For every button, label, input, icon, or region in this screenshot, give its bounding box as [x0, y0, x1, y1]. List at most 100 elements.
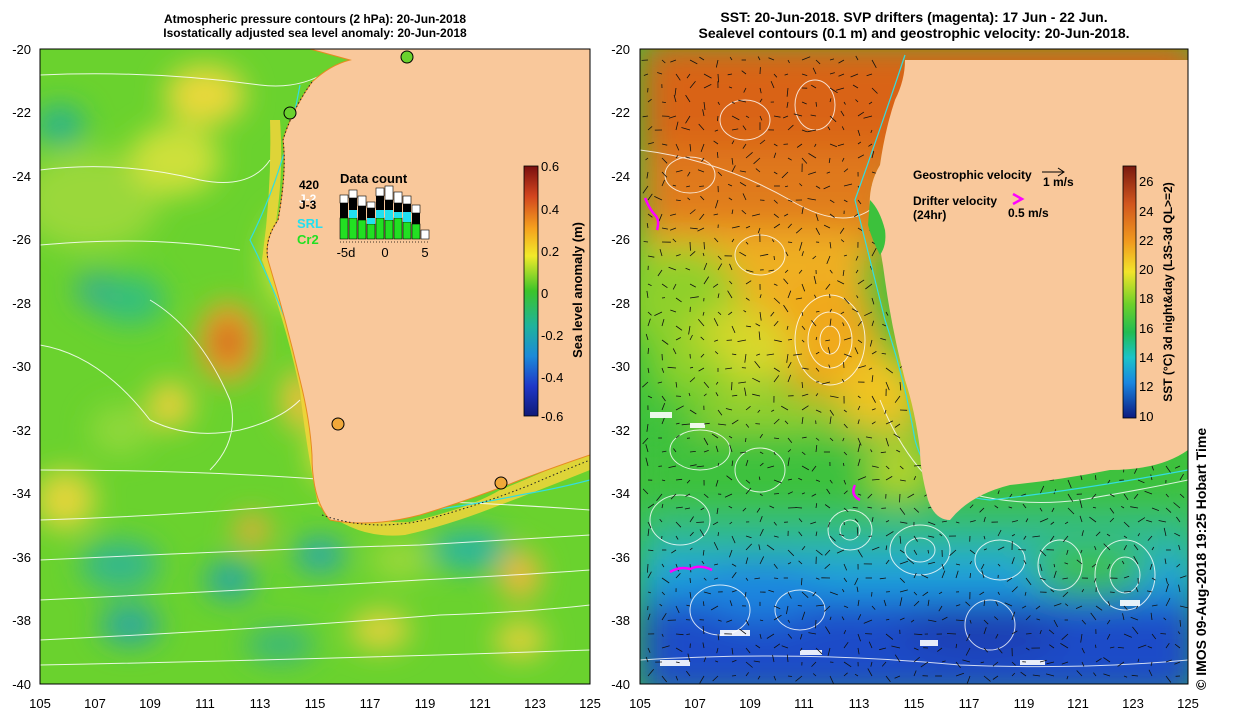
left-x-tick: 113 — [250, 696, 271, 711]
velocity-arrow — [870, 449, 873, 453]
velocity-arrow — [689, 59, 698, 65]
velocity-arrow — [1165, 577, 1168, 584]
velocity-arrow — [744, 387, 747, 397]
velocity-arrow — [689, 377, 696, 383]
tide-gauge-marker[interactable] — [331, 417, 345, 431]
velocity-arrow — [1165, 675, 1172, 683]
velocity-arrow — [770, 81, 775, 89]
velocity-arrow — [745, 280, 752, 285]
velocity-arrow — [759, 528, 764, 537]
velocity-arrow — [842, 322, 845, 327]
velocity-arrow — [856, 527, 859, 537]
velocity-arrow — [715, 479, 719, 487]
velocity-arrow — [867, 668, 873, 677]
velocity-arrow — [1039, 577, 1046, 581]
velocity-arrow — [675, 405, 684, 411]
velocity-arrow — [843, 451, 848, 456]
velocity-arrow — [913, 656, 920, 663]
velocity-arrow — [1179, 619, 1181, 627]
velocity-arrow — [773, 143, 778, 147]
velocity-arrow — [675, 199, 681, 201]
velocity-arrow — [675, 155, 679, 159]
velocity-arrow — [675, 170, 683, 173]
velocity-arrow — [1075, 605, 1083, 609]
velocity-arrow — [755, 168, 761, 173]
tide-gauge-marker[interactable] — [283, 106, 297, 120]
velocity-arrow — [828, 157, 831, 164]
velocity-arrow — [937, 647, 943, 652]
velocity-arrow — [843, 409, 847, 413]
velocity-arrow — [1011, 661, 1016, 666]
velocity-arrow — [675, 478, 683, 481]
velocity-arrow — [1020, 493, 1027, 497]
velocity-arrow — [1123, 605, 1128, 611]
velocity-arrow — [744, 353, 747, 363]
velocity-arrow — [1080, 549, 1083, 554]
velocity-arrow — [656, 493, 663, 502]
velocity-arrow — [729, 56, 733, 61]
velocity-arrow — [857, 339, 863, 344]
velocity-arrow — [689, 591, 692, 599]
velocity-arrow — [647, 318, 651, 327]
left-x-tick: 117 — [360, 696, 381, 711]
velocity-arrow — [703, 493, 709, 499]
velocity-arrow — [798, 269, 803, 274]
velocity-arrow — [815, 445, 818, 453]
velocity-arrow — [702, 642, 705, 649]
right-x-tick: 117 — [959, 696, 980, 711]
velocity-legend: Geostrophic velocity 1 m/s Drifter veloc… — [913, 167, 1074, 222]
velocity-arrow — [731, 325, 736, 334]
velocity-arrow — [687, 171, 691, 177]
velocity-arrow — [773, 223, 781, 229]
count-bar — [357, 195, 367, 240]
velocity-arrow — [1123, 493, 1129, 501]
left-y-tick: -20 — [12, 42, 31, 57]
velocity-arrow — [983, 600, 986, 607]
velocity-arrow — [687, 653, 691, 663]
velocity-arrow — [843, 168, 849, 173]
velocity-arrow — [685, 94, 691, 103]
velocity-arrow — [1025, 577, 1032, 586]
velocity-arrow — [843, 490, 848, 495]
velocity-arrow — [797, 605, 803, 607]
colorbar-tick: 14 — [1139, 350, 1153, 365]
velocity-arrow — [661, 402, 666, 411]
velocity-arrow — [1092, 506, 1097, 509]
velocity-arrow — [842, 462, 845, 467]
velocity-arrow — [726, 475, 733, 481]
colorbar-tick: 24 — [1139, 204, 1153, 219]
velocity-arrow — [661, 450, 667, 453]
right-title-line2: Sealevel contours (0.1 m) and geostrophi… — [698, 25, 1130, 41]
velocity-arrow — [661, 503, 664, 509]
velocity-arrow — [1123, 575, 1130, 579]
velocity-arrow — [773, 367, 780, 372]
velocity-arrow — [670, 309, 677, 313]
velocity-arrow — [1164, 558, 1167, 565]
tide-gauge-marker[interactable] — [400, 50, 414, 64]
velocity-arrow — [675, 325, 683, 331]
velocity-arrow — [689, 577, 691, 583]
velocity-arrow — [715, 392, 719, 397]
velocity-arrow — [938, 605, 943, 612]
velocity-arrow — [685, 267, 691, 271]
velocity-arrow — [815, 437, 820, 441]
velocity-arrow — [713, 542, 719, 551]
velocity-arrow — [786, 101, 789, 108]
velocity-arrow — [801, 465, 809, 471]
velocity-arrow — [927, 619, 937, 622]
velocity-arrow — [741, 209, 747, 215]
velocity-arrow — [885, 465, 890, 470]
velocity-arrow — [754, 360, 761, 369]
left-x-tick: 123 — [524, 696, 546, 711]
velocity-arrow — [1091, 563, 1097, 568]
right-x-ticks: 105 107 109 111 113 115 117 119 121 123 … — [629, 696, 1199, 711]
velocity-arrow — [661, 157, 668, 164]
velocity-arrow — [815, 227, 821, 235]
velocity-arrow — [728, 435, 733, 439]
velocity-arrow — [745, 535, 752, 539]
velocity-arrow — [745, 459, 749, 467]
drifter-scale: 0.5 m/s — [1008, 206, 1049, 220]
tide-gauge-marker[interactable] — [494, 476, 508, 490]
velocity-arrow — [801, 381, 804, 389]
count-bar — [393, 191, 403, 240]
